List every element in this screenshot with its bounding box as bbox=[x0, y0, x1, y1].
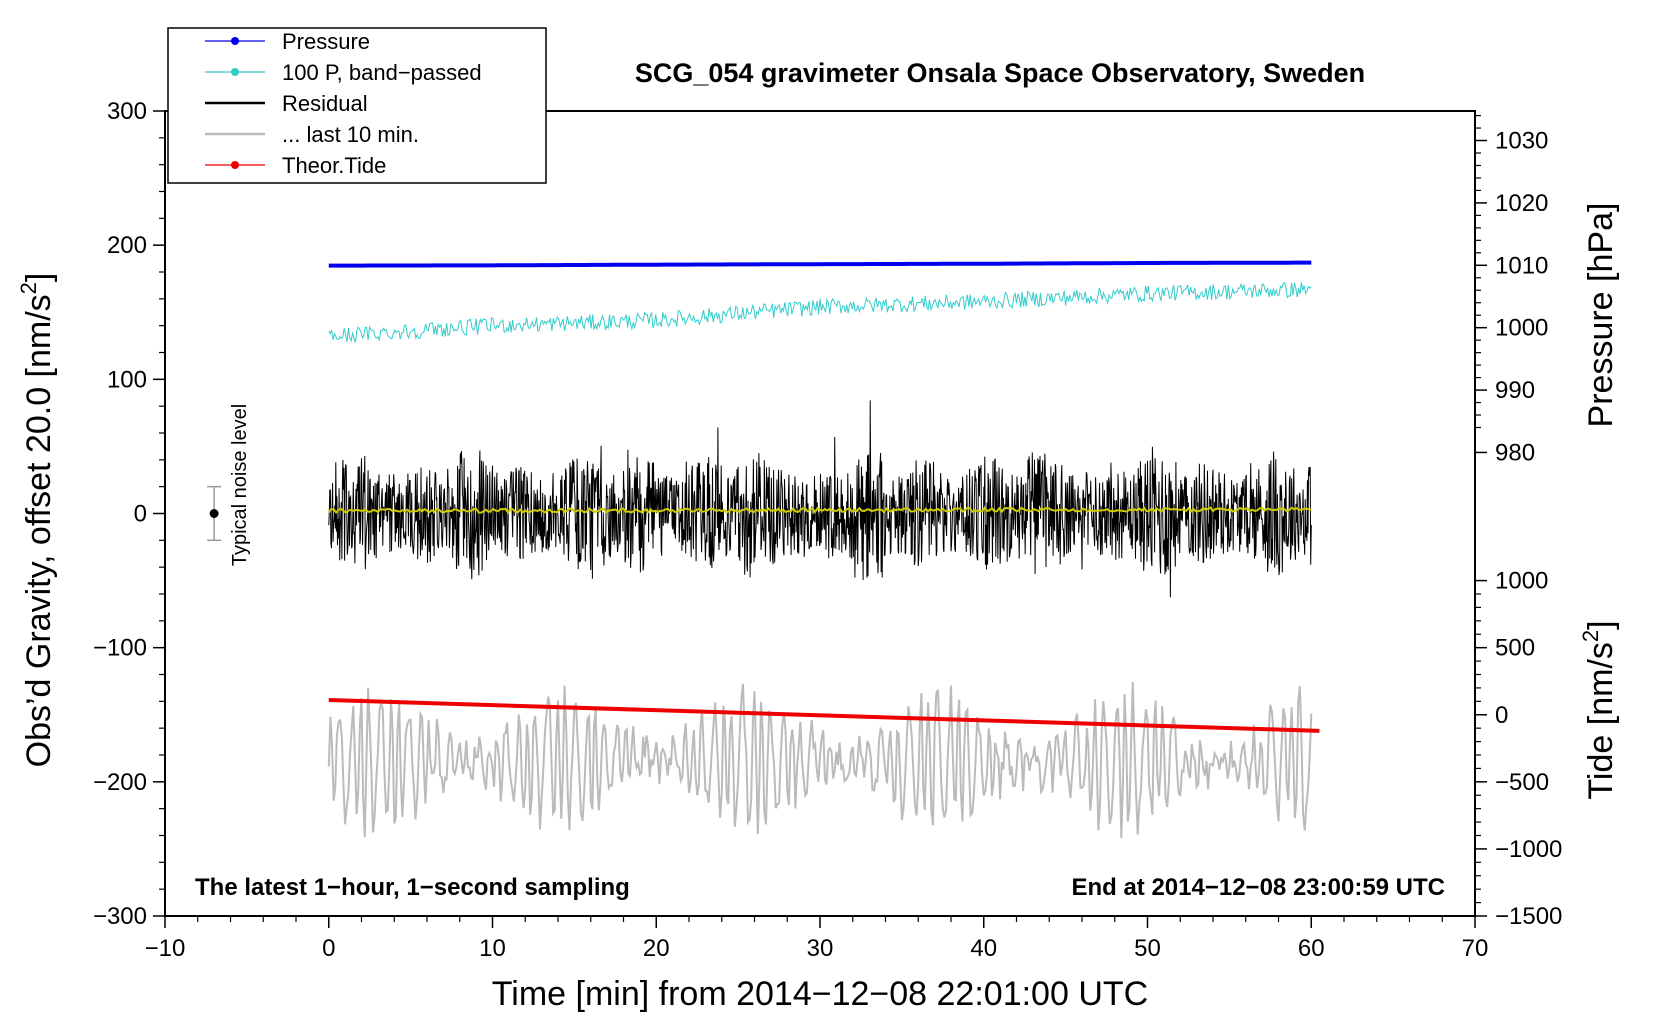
noise-indicator: Typical noise level bbox=[207, 404, 251, 566]
y-left-axis-label-sup: 2 bbox=[16, 282, 41, 294]
noise-center-dot bbox=[209, 509, 219, 518]
legend-box bbox=[167, 27, 547, 184]
pressure-tick-label: 1020 bbox=[1495, 190, 1548, 217]
pressure-axis: 980 990 1000 1010 1020 1030 bbox=[1475, 114, 1548, 466]
y-tick-label: 100 bbox=[107, 366, 147, 393]
noise-label: Typical noise level bbox=[229, 404, 251, 566]
y-tick-label: −300 bbox=[93, 903, 147, 930]
series-pressure bbox=[328, 260, 1312, 268]
y-left-axis-label: Obs’d Gravity, offset 20.0 [nm/s2] bbox=[16, 273, 58, 768]
pressure-axis-label: Pressure [hPa] bbox=[1582, 203, 1620, 428]
series-band-passed bbox=[328, 281, 1312, 343]
legend-marker bbox=[231, 37, 239, 45]
y-left-axis: 300 200 100 0 −100 −200 −300 bbox=[93, 98, 165, 930]
annotation-end-time: End at 2014−12−08 23:00:59 UTC bbox=[1071, 874, 1445, 901]
series-residual bbox=[328, 400, 1312, 598]
chart-title: SCG_054 gravimeter Onsala Space Observat… bbox=[635, 58, 1365, 88]
y-tick-label: 300 bbox=[107, 98, 147, 125]
legend-marker bbox=[231, 68, 239, 76]
tide-axis: 1000 500 0 −500 −1000 −1500 bbox=[1475, 568, 1562, 930]
tide-axis-label-end: ] bbox=[1582, 620, 1620, 629]
series-last-10-min bbox=[327, 681, 1313, 838]
x-tick-label: −10 bbox=[145, 935, 186, 962]
tide-tick-label: 500 bbox=[1495, 635, 1535, 662]
tide-axis-label-main: Tide [nm/s bbox=[1582, 642, 1620, 799]
y-tick-label: −100 bbox=[93, 635, 147, 662]
legend-label: Pressure bbox=[282, 29, 370, 54]
legend: Pressure 100 P, band−passed Residual ... la… bbox=[167, 27, 547, 184]
pressure-tick-label: 980 bbox=[1495, 439, 1535, 466]
legend-label: Residual bbox=[282, 91, 368, 116]
x-tick-label: 50 bbox=[1134, 935, 1161, 962]
tide-tick-label: 0 bbox=[1495, 702, 1508, 729]
x-tick-label: 0 bbox=[322, 935, 335, 962]
tide-axis-label-sup: 2 bbox=[1578, 630, 1603, 642]
annotation-sampling: The latest 1−hour, 1−second sampling bbox=[195, 874, 630, 901]
tide-tick-label: 1000 bbox=[1495, 568, 1548, 595]
y-left-axis-label-main: Obs’d Gravity, offset 20.0 [nm/s bbox=[20, 294, 58, 767]
pressure-tick-label: 1000 bbox=[1495, 315, 1548, 342]
tide-tick-label: −1500 bbox=[1495, 903, 1562, 930]
legend-item: Residual bbox=[205, 91, 368, 116]
legend-label: 100 P, band−passed bbox=[282, 60, 482, 85]
legend-item: ... last 10 min. bbox=[205, 122, 419, 147]
pressure-tick-label: 1030 bbox=[1495, 128, 1548, 155]
y-tick-label: 0 bbox=[134, 501, 147, 528]
x-tick-label: 70 bbox=[1462, 935, 1489, 962]
x-tick-label: 10 bbox=[479, 935, 506, 962]
tide-tick-label: −1000 bbox=[1495, 836, 1562, 863]
pressure-tick-label: 990 bbox=[1495, 377, 1535, 404]
series-smoothed-residual bbox=[327, 506, 1312, 515]
x-tick-label: 20 bbox=[643, 935, 670, 962]
series-layer bbox=[327, 260, 1320, 838]
series-theoretical-tide bbox=[328, 697, 1320, 733]
y-tick-label: −200 bbox=[93, 769, 147, 796]
legend-label: Theor.Tide bbox=[282, 153, 386, 178]
pressure-tick-label: 1010 bbox=[1495, 252, 1548, 279]
legend-item: 100 P, band−passed bbox=[205, 60, 482, 85]
legend-label: ... last 10 min. bbox=[282, 122, 419, 147]
x-axis-label: Time [min] from 2014−12−08 22:01:00 UTC bbox=[492, 975, 1148, 1013]
legend-marker bbox=[231, 161, 239, 169]
tide-tick-label: −500 bbox=[1495, 769, 1549, 796]
legend-item: Pressure bbox=[205, 29, 370, 54]
y-left-axis-label-end: ] bbox=[20, 273, 58, 282]
tide-axis-label: Tide [nm/s2] bbox=[1578, 620, 1620, 799]
legend-item: Theor.Tide bbox=[205, 153, 386, 178]
x-tick-label: 60 bbox=[1298, 935, 1325, 962]
x-tick-label: 40 bbox=[970, 935, 997, 962]
x-axis: −10 0 10 20 30 40 50 60 70 bbox=[145, 916, 1489, 962]
x-tick-label: 30 bbox=[807, 935, 834, 962]
y-tick-label: 200 bbox=[107, 232, 147, 259]
